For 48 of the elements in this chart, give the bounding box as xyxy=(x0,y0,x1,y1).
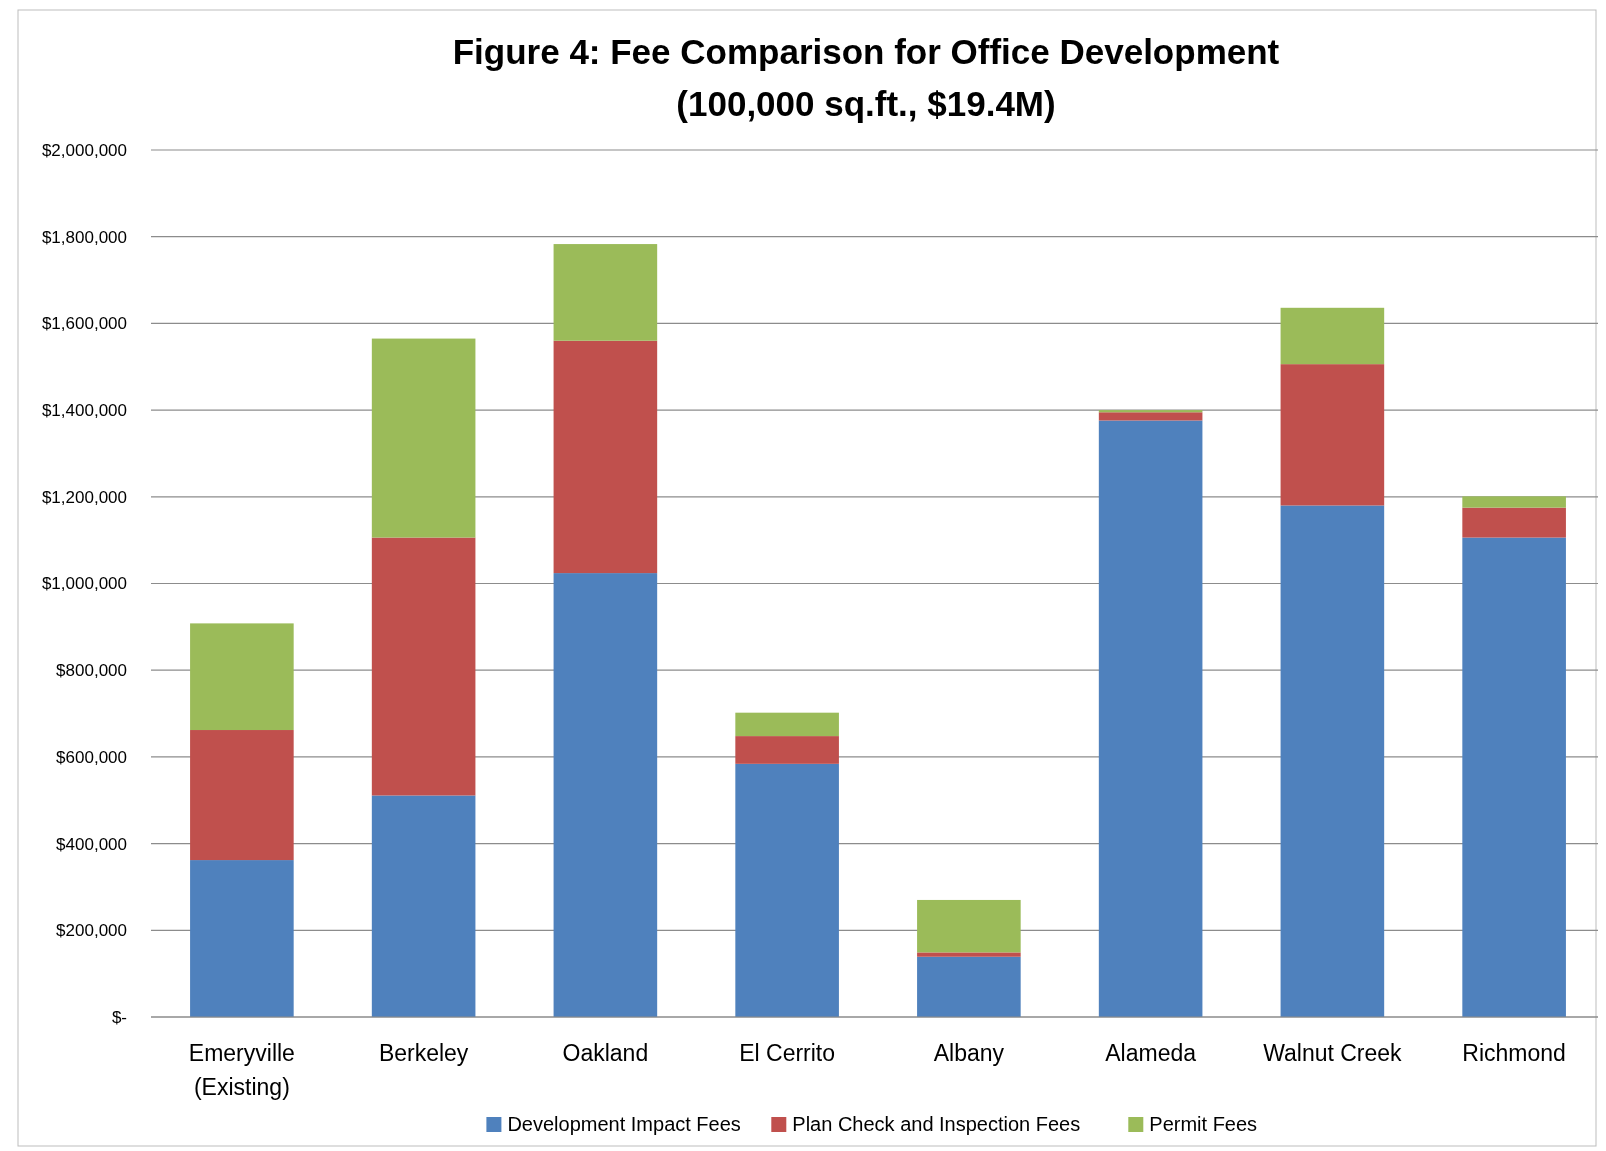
y-tick-label: $800,000 xyxy=(56,661,127,681)
bar xyxy=(1462,496,1566,508)
bar xyxy=(735,763,839,1017)
chart-subtitle: (100,000 sq.ft., $19.4M) xyxy=(676,84,1056,123)
y-tick-label: $400,000 xyxy=(56,834,127,854)
bar xyxy=(1280,505,1385,1017)
bar xyxy=(190,730,294,861)
legend-label: Development Impact Fees xyxy=(507,1113,741,1135)
y-tick-label: $1,400,000 xyxy=(41,401,127,421)
y-tick-label: $1,200,000 xyxy=(41,487,127,507)
legend-label: Plan Check and Inspection Fees xyxy=(792,1113,1081,1135)
y-tick-label: $1,600,000 xyxy=(41,314,127,334)
bar xyxy=(1280,364,1385,506)
y-tick-label: $1,800,000 xyxy=(41,227,127,247)
x-tick-label: Emeryville (Existing) xyxy=(188,1040,295,1100)
x-tick-label: Albany xyxy=(933,1040,1005,1066)
bar xyxy=(1462,507,1566,538)
bar xyxy=(1098,410,1203,413)
y-tick-label: $- xyxy=(111,1007,127,1027)
bar xyxy=(735,712,839,737)
bar xyxy=(1098,420,1203,1017)
bar xyxy=(917,956,1021,1017)
x-tick-label: El Cerrito xyxy=(739,1040,836,1066)
bar xyxy=(553,573,658,1017)
x-tick-label: Berkeley xyxy=(378,1040,469,1066)
x-tick-label: Walnut Creek xyxy=(1263,1040,1403,1066)
bar xyxy=(371,795,476,1017)
x-tick-label: Richmond xyxy=(1462,1040,1566,1066)
chart-title: Figure 4: Fee Comparison for Office Development xyxy=(452,32,1280,71)
y-tick-label: $200,000 xyxy=(56,921,127,941)
bar xyxy=(371,338,476,538)
y-tick-label: $600,000 xyxy=(56,747,127,767)
bar xyxy=(371,537,476,796)
bar xyxy=(553,340,658,574)
legend-label: Permit Fees xyxy=(1149,1113,1258,1135)
x-tick-label: Oakland xyxy=(562,1040,649,1066)
bar xyxy=(917,899,1021,953)
bar xyxy=(1280,307,1385,365)
y-tick-label: $2,000,000 xyxy=(41,140,127,160)
y-tick-label: $1,000,000 xyxy=(41,574,127,594)
bar xyxy=(917,952,1021,957)
bar xyxy=(1098,412,1203,421)
bar xyxy=(1462,537,1566,1017)
bar xyxy=(553,244,658,341)
bar xyxy=(190,860,294,1017)
bar xyxy=(735,736,839,764)
bar xyxy=(190,623,294,731)
x-tick-label: Alameda xyxy=(1105,1040,1197,1066)
